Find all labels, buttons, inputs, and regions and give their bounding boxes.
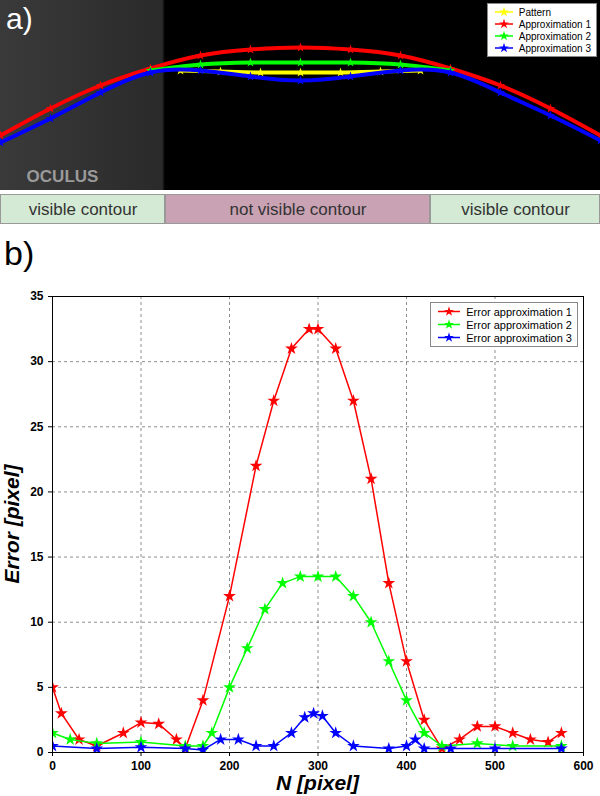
svg-text:400: 400 — [396, 759, 416, 773]
svg-text:300: 300 — [308, 759, 328, 773]
svg-text:10: 10 — [30, 615, 44, 629]
html-text:Error approximation 3: Error approximation 3 — [466, 331, 572, 344]
html-text:Pattern: Pattern — [518, 6, 551, 18]
svg-text:OCULUS: OCULUS — [27, 167, 99, 186]
svg-text:0: 0 — [37, 745, 44, 759]
svg-text:visible contour: visible contour — [461, 200, 570, 219]
svg-text:not visible contour: not visible contour — [229, 200, 366, 219]
html-text:Approximation 1: Approximation 1 — [518, 18, 591, 30]
html-text:N [pixel]: N [pixel] — [276, 771, 359, 794]
svg-text:500: 500 — [485, 759, 505, 773]
svg-text:100: 100 — [131, 759, 151, 773]
html-text:Error approximation 2: Error approximation 2 — [466, 318, 572, 331]
html-text:a): a) — [6, 2, 33, 35]
svg-text:15: 15 — [30, 550, 44, 564]
html-text:Approximation 2: Approximation 2 — [518, 30, 591, 42]
svg-text:5: 5 — [37, 680, 44, 694]
svg-text:20: 20 — [30, 485, 44, 499]
svg-text:200: 200 — [219, 759, 239, 773]
html-text:Error [pixel]: Error [pixel] — [0, 464, 23, 584]
html-text:b): b) — [4, 234, 35, 272]
svg-text:0: 0 — [49, 759, 56, 773]
html-text:Error approximation 1: Error approximation 1 — [466, 305, 572, 318]
svg-text:35: 35 — [30, 289, 44, 303]
svg-text:25: 25 — [30, 420, 44, 434]
svg-text:30: 30 — [30, 354, 44, 368]
svg-text:600: 600 — [573, 759, 593, 773]
svg-text:visible contour: visible contour — [29, 200, 138, 219]
html-text:Approximation 3: Approximation 3 — [518, 42, 591, 54]
